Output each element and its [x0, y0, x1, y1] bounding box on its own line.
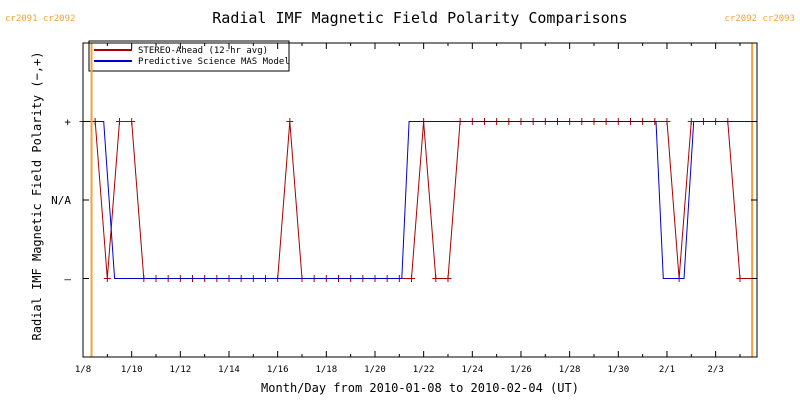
- y-tick-label: +: [64, 116, 71, 129]
- x-tick-label: 1/14: [218, 365, 240, 375]
- data-point: [407, 275, 415, 282]
- x-tick-label: 1/30: [607, 365, 629, 375]
- legend-box: [88, 40, 290, 72]
- data-point: [115, 118, 123, 125]
- x-tick-label: 1/8: [75, 365, 91, 375]
- legend: STEREO-Ahead (12-hr avg)Predictive Scien…: [88, 40, 290, 72]
- data-point: [444, 275, 452, 282]
- plot-frame: [82, 42, 758, 358]
- data-point: [432, 275, 440, 282]
- x-tick-label: 2/1: [659, 365, 675, 375]
- x-tick-label: 1/20: [364, 365, 386, 375]
- x-tick-label: 1/16: [267, 365, 289, 375]
- y-axis-label: Radial IMF Magnetic Field Polarity (−,+): [30, 52, 44, 341]
- data-point: [103, 275, 111, 282]
- data-point: [663, 118, 671, 125]
- legend-label: Predictive Science MAS Model: [138, 57, 290, 67]
- carrington-label: cr2092 cr2093: [725, 14, 795, 24]
- series-line-0: [83, 121, 753, 279]
- data-point: [286, 118, 294, 125]
- data-point: [128, 118, 136, 125]
- chart-title: Radial IMF Magnetic Field Polarity Compa…: [212, 9, 627, 27]
- legend-label: STEREO-Ahead (12-hr avg): [138, 46, 268, 56]
- x-tick-label: 1/28: [559, 365, 581, 375]
- x-tick-label: 2/3: [708, 365, 724, 375]
- carrington-label: cr2091 cr2092: [5, 14, 75, 24]
- x-tick-label: 1/12: [169, 365, 191, 375]
- x-tick-label: 1/24: [461, 365, 483, 375]
- x-tick-label: 1/18: [315, 365, 337, 375]
- x-tick-label: 1/22: [413, 365, 435, 375]
- y-tick-label: N/A: [51, 194, 71, 207]
- y-tick-label: –: [64, 273, 71, 286]
- data-point: [736, 275, 744, 282]
- x-tick-label: 1/26: [510, 365, 532, 375]
- x-tick-label: 1/10: [121, 365, 143, 375]
- x-axis-label: Month/Day from 2010-01-08 to 2010-02-04 …: [261, 381, 579, 395]
- series-line-1: [83, 121, 757, 279]
